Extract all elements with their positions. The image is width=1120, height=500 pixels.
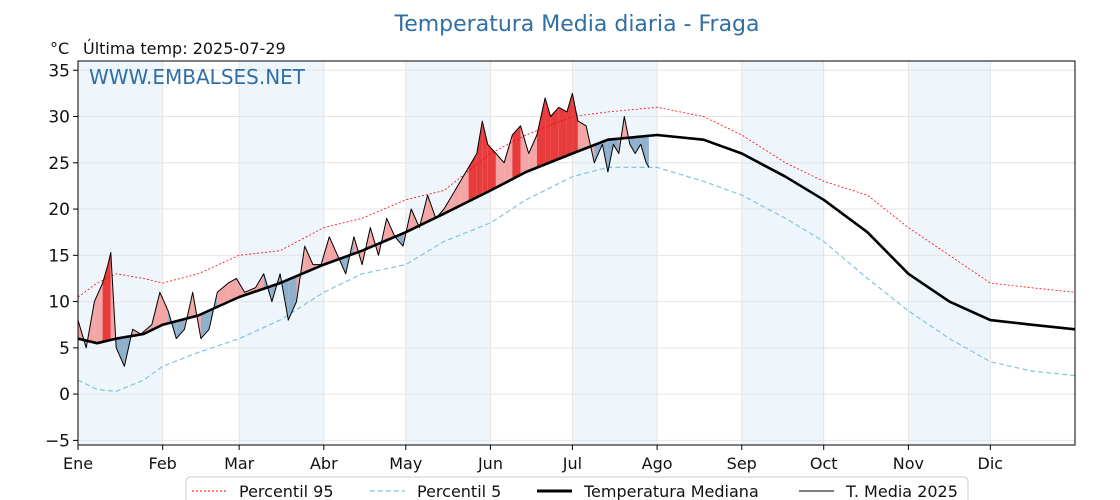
x-tick-label: Jul xyxy=(562,454,582,473)
fill-above-median xyxy=(444,195,453,214)
fill-above-median xyxy=(572,93,578,154)
x-tick-label: Mar xyxy=(224,454,255,473)
x-tick-label: Oct xyxy=(810,454,838,473)
fill-below-median xyxy=(635,136,641,154)
legend-p5-label: Percentil 5 xyxy=(417,482,501,500)
legend-box xyxy=(185,476,969,500)
fill-above-median xyxy=(228,278,237,302)
y-tick-label: −5 xyxy=(45,431,70,451)
x-axis: Ene Feb Mar Abr May Jun Jul Ago Sep Oct Nov Dic xyxy=(63,445,1003,473)
legend-median-label: Temperatura Mediana xyxy=(583,482,759,500)
fill-below-median xyxy=(271,273,281,302)
x-tick-label: May xyxy=(389,454,422,473)
watermark: WWW.EMBALSES.NET xyxy=(89,65,306,89)
x-tick-label: Abr xyxy=(310,454,338,473)
fill-below-median xyxy=(288,276,297,321)
fill-above-median xyxy=(487,144,496,192)
month-band xyxy=(572,61,658,445)
series-line-current xyxy=(77,92,650,367)
chart-title: Temperatura Media diaria - Fraga xyxy=(394,12,760,37)
fill-above-median xyxy=(108,252,111,341)
fill-above-median xyxy=(217,283,229,307)
legend-p95-label: Percentil 95 xyxy=(239,482,334,500)
fill-above-median xyxy=(528,135,537,171)
fill-below-median xyxy=(116,337,125,367)
last-temp-label: Última temp: 2025-07-29 xyxy=(83,39,286,58)
month-band xyxy=(741,61,824,445)
y-tick-label: 10 xyxy=(48,293,70,313)
fill-above-median xyxy=(460,167,469,206)
unit-label: °C xyxy=(50,39,69,58)
series-line-p95 xyxy=(77,106,1076,298)
y-tick-label: 25 xyxy=(48,154,70,174)
fill-above-median xyxy=(468,153,477,202)
fill-above-median xyxy=(550,107,559,163)
fill-above-median xyxy=(236,278,245,299)
fill-above-median xyxy=(304,246,313,273)
month-bands xyxy=(78,61,991,445)
y-axis: −5 0 5 10 15 20 25 30 35 xyxy=(45,61,78,451)
y-tick-label: 5 xyxy=(59,339,70,359)
y-tick-label: 0 xyxy=(59,385,70,405)
y-tick-label: 35 xyxy=(48,61,70,81)
x-tick-label: Jun xyxy=(477,454,503,473)
fill-below-median xyxy=(646,135,649,168)
fill-below-median xyxy=(640,136,647,163)
y-tick-label: 20 xyxy=(48,200,70,220)
fill-above-median xyxy=(476,121,483,198)
x-tick-label: Ago xyxy=(642,454,673,473)
legend: Percentil 95 Percentil 5 Temperatura Med… xyxy=(185,476,969,500)
month-band xyxy=(239,61,324,445)
legend-current-label: T. Media 2025 xyxy=(845,482,958,500)
x-tick-label: Dic xyxy=(978,454,1004,473)
month-band xyxy=(78,61,163,445)
fill-above-median xyxy=(545,98,551,165)
fill-above-median xyxy=(495,153,505,188)
fill-below-median xyxy=(613,138,619,154)
fill-above-median xyxy=(536,98,546,168)
fill-above-median xyxy=(159,292,169,326)
y-tick-label: 30 xyxy=(48,108,70,128)
fill-above-median xyxy=(102,264,108,342)
series-lines xyxy=(77,92,1076,392)
fill-above-median xyxy=(520,125,529,175)
series-line-median xyxy=(77,133,1076,345)
fill-above-median xyxy=(329,236,338,263)
fill-above-median xyxy=(558,107,567,159)
fill-above-median xyxy=(452,181,461,210)
x-tick-label: Sep xyxy=(727,454,757,473)
grid-lines xyxy=(77,61,1075,445)
x-tick-label: Ene xyxy=(63,454,93,473)
fill-below-median xyxy=(629,137,636,154)
fill-below-median xyxy=(176,319,185,339)
fill-above-median xyxy=(577,121,587,152)
month-band xyxy=(405,61,491,445)
fill-above-median xyxy=(504,135,513,184)
x-tick-label: Nov xyxy=(893,454,924,473)
month-band xyxy=(908,61,991,445)
y-tick-label: 15 xyxy=(48,246,70,266)
x-tick-label: Feb xyxy=(149,454,177,473)
plot-frame xyxy=(77,60,1076,446)
series-line-p5 xyxy=(77,166,1076,392)
